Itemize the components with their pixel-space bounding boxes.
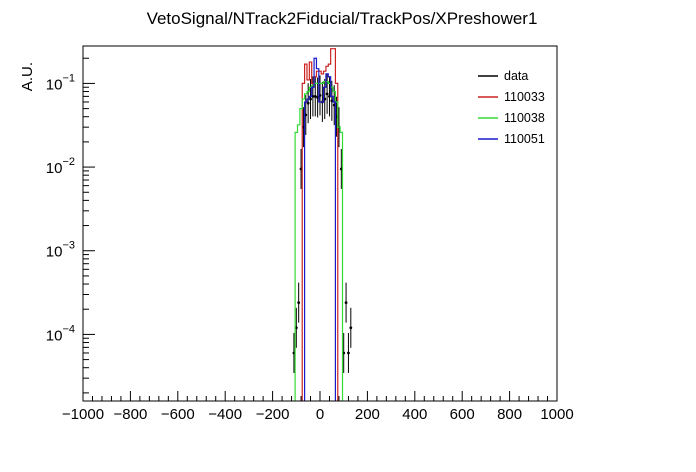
- y-tick-exponent: −2: [62, 156, 75, 168]
- y-tick-label: 10−1: [46, 72, 75, 93]
- x-tick-label: 0: [316, 406, 324, 423]
- legend-item-110038: 110038: [478, 111, 545, 125]
- series-data: [292, 73, 353, 373]
- y-tick-exponent: −1: [62, 72, 75, 84]
- y-tick-label: 10−4: [46, 323, 75, 344]
- data-point: [344, 301, 348, 305]
- x-tick-label: 400: [402, 406, 427, 423]
- data-point: [313, 94, 317, 98]
- step-line: [294, 81, 344, 401]
- data-point: [347, 351, 350, 355]
- x-tick-label: 800: [497, 406, 522, 423]
- data-point: [297, 301, 301, 305]
- legend-label: 110038: [504, 111, 545, 125]
- y-tick-exponent: −3: [62, 240, 75, 252]
- series-layer: [292, 48, 353, 401]
- x-tick-label: 600: [450, 406, 475, 423]
- y-tick-label: 10−2: [46, 156, 75, 177]
- legend: data 110033 110038 110051: [478, 69, 545, 146]
- y-tick-base: 10: [46, 76, 63, 93]
- y-tick-base: 10: [46, 160, 63, 177]
- x-tick-label: −200: [256, 406, 290, 423]
- x-tick-label: −400: [208, 406, 242, 423]
- series-110051: [303, 57, 337, 401]
- data-point: [349, 326, 353, 330]
- legend-label: 110051: [504, 132, 545, 146]
- x-tick-label: −600: [161, 406, 195, 423]
- data-point: [325, 92, 329, 96]
- legend-label: data: [504, 69, 528, 83]
- legend-label: 110033: [504, 90, 545, 104]
- legend-item-110033: 110033: [478, 90, 545, 104]
- y-tick-label: 10−3: [46, 240, 75, 261]
- axis-layer: −1000 −800 −600 −400 −200 0 200 400 600 800 1000 10…: [46, 57, 574, 423]
- y-tick-exponent: −4: [62, 323, 75, 335]
- legend-item-data: data: [478, 69, 528, 83]
- step-line: [303, 57, 337, 401]
- x-tick-label: 200: [355, 406, 380, 423]
- y-tick-base: 10: [46, 244, 63, 261]
- y-axis-label: A.U.: [19, 62, 36, 91]
- step-line: [301, 48, 339, 401]
- x-tick-label: 1000: [540, 406, 573, 423]
- series-110038: [294, 81, 344, 401]
- y-tick-base: 10: [46, 327, 63, 344]
- chart-title: VetoSignal/NTrack2Fiducial/TrackPos/XPre…: [147, 9, 538, 28]
- series-110033: [301, 48, 339, 401]
- x-tick-label: −1000: [62, 406, 104, 423]
- legend-item-110051: 110051: [478, 132, 545, 146]
- x-tick-label: −800: [114, 406, 148, 423]
